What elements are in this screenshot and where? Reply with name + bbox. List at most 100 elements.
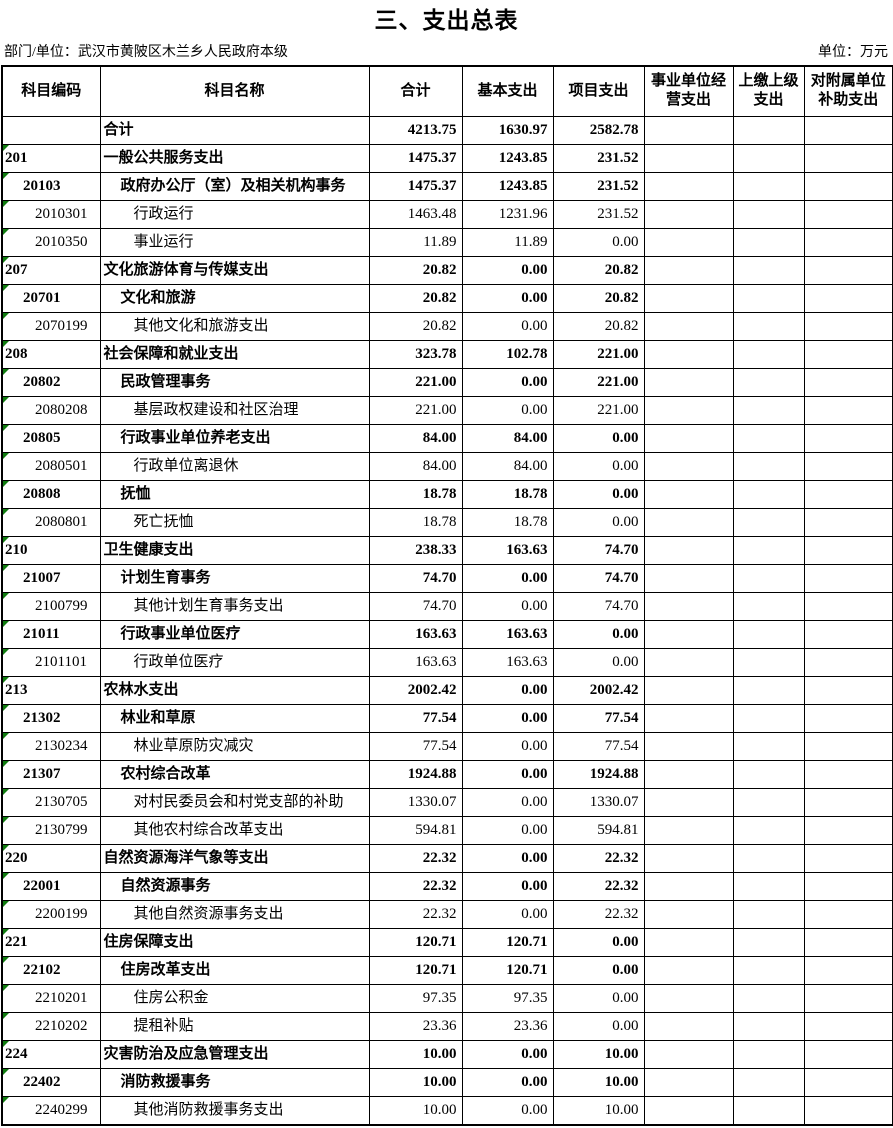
operating-expenditure-cell [643,843,734,873]
project-expenditure-cell: 221.00 [552,367,645,397]
error-indicator-triangle-icon [3,733,9,739]
total-cell: 22.32 [368,871,463,901]
upper-level-expenditure-cell [732,1095,805,1125]
total-cell: 10.00 [368,1095,463,1125]
subject-code-cell: 20103 [1,171,101,201]
subject-code-text: 2080501 [35,457,88,474]
subject-code-text: 2080208 [35,401,88,418]
upper-level-expenditure-cell [732,647,805,677]
basic-expenditure-cell: 0.00 [461,759,554,789]
subsidiary-subsidy-cell [803,311,893,341]
total-cell: 22.32 [368,899,463,929]
total-cell: 1330.07 [368,787,463,817]
subject-name-cell: 自然资源事务 [99,871,370,901]
subject-name-cell: 林业和草原 [99,703,370,733]
subject-code-cell: 22001 [1,871,101,901]
operating-expenditure-cell [643,675,734,705]
operating-expenditure-cell [643,787,734,817]
table-row: 224 灾害防治及应急管理支出 10.00 0.00 10.00 [1,1039,893,1069]
upper-level-expenditure-cell [732,227,805,257]
upper-level-expenditure-cell [732,675,805,705]
subject-name-cell: 对村民委员会和村党支部的补助 [99,787,370,817]
table-row: 21302 林业和草原 77.54 0.00 77.54 [1,703,893,733]
subject-code-text: 2010301 [35,205,88,222]
error-indicator-triangle-icon [3,1069,9,1075]
operating-expenditure-cell [643,731,734,761]
total-cell: 10.00 [368,1039,463,1069]
operating-expenditure-cell [643,703,734,733]
table-row: 2101101 行政单位医疗 163.63 163.63 0.00 [1,647,893,677]
error-indicator-triangle-icon [3,761,9,767]
error-indicator-triangle-icon [3,313,9,319]
upper-level-expenditure-cell [732,143,805,173]
table-row: 22102 住房改革支出 120.71 120.71 0.00 [1,955,893,985]
error-indicator-triangle-icon [3,985,9,991]
table-row: 21011 行政事业单位医疗 163.63 163.63 0.00 [1,619,893,649]
error-indicator-triangle-icon [3,201,9,207]
project-expenditure-cell: 10.00 [552,1067,645,1097]
subsidiary-subsidy-cell [803,423,893,453]
total-cell: 18.78 [368,479,463,509]
error-indicator-triangle-icon [3,873,9,879]
table-row: 20103 政府办公厅（室）及相关机构事务 1475.37 1243.85 231.52 [1,171,893,201]
basic-expenditure-cell: 1231.96 [461,199,554,229]
subsidiary-subsidy-cell [803,115,893,145]
subject-name-cell: 农村综合改革 [99,759,370,789]
table-row: 221 住房保障支出 120.71 120.71 0.00 [1,927,893,957]
operating-expenditure-cell [643,143,734,173]
subsidiary-subsidy-cell [803,955,893,985]
subject-code-text: 2101101 [35,653,87,670]
subject-code-cell: 2080208 [1,395,101,425]
total-cell: 11.89 [368,227,463,257]
subsidiary-subsidy-cell [803,451,893,481]
error-indicator-triangle-icon [3,257,9,263]
operating-expenditure-cell [643,1095,734,1125]
subsidiary-subsidy-cell [803,675,893,705]
project-expenditure-cell: 594.81 [552,815,645,845]
subsidiary-subsidy-cell [803,535,893,565]
table-row: 2080501 行政单位离退休 84.00 84.00 0.00 [1,451,893,481]
project-expenditure-cell: 2582.78 [552,115,645,145]
subject-name-cell: 文化和旅游 [99,283,370,313]
upper-level-expenditure-cell [732,1011,805,1041]
upper-level-expenditure-cell [732,479,805,509]
operating-expenditure-cell [643,563,734,593]
subject-code-cell: 2010350 [1,227,101,257]
subject-name-cell: 农林水支出 [99,675,370,705]
table-row: 2210202 提租补贴 23.36 23.36 0.00 [1,1011,893,1041]
error-indicator-triangle-icon [3,845,9,851]
subsidiary-subsidy-cell [803,367,893,397]
basic-expenditure-cell: 0.00 [461,1067,554,1097]
total-cell: 84.00 [368,423,463,453]
total-cell: 120.71 [368,955,463,985]
operating-expenditure-cell [643,507,734,537]
operating-expenditure-cell [643,955,734,985]
subject-code-cell: 2080501 [1,451,101,481]
basic-expenditure-cell: 0.00 [461,591,554,621]
subject-code-text: 2080801 [35,513,88,530]
error-indicator-triangle-icon [3,397,9,403]
subject-code-cell: 21011 [1,619,101,649]
project-expenditure-cell: 0.00 [552,927,645,957]
subject-name-cell: 消防救援事务 [99,1067,370,1097]
upper-level-expenditure-cell [732,311,805,341]
table-row: 22402 消防救援事务 10.00 0.00 10.00 [1,1067,893,1097]
subject-name-cell: 行政单位医疗 [99,647,370,677]
subject-code-text: 21307 [23,765,61,782]
subject-name-cell: 自然资源海洋气象等支出 [99,843,370,873]
basic-expenditure-cell: 18.78 [461,479,554,509]
table-row: 201 一般公共服务支出 1475.37 1243.85 231.52 [1,143,893,173]
subject-code-text: 20808 [23,485,61,502]
operating-expenditure-cell [643,283,734,313]
table-row: 2010350 事业运行 11.89 11.89 0.00 [1,227,893,257]
total-cell: 77.54 [368,703,463,733]
total-cell: 84.00 [368,451,463,481]
operating-expenditure-cell [643,199,734,229]
error-indicator-triangle-icon [3,1096,9,1103]
column-header-subject-code: 科目编码 [1,65,101,117]
subject-name-cell: 死亡抚恤 [99,507,370,537]
basic-expenditure-cell: 0.00 [461,311,554,341]
subject-code-cell: 213 [1,675,101,705]
subject-code-cell: 2210201 [1,983,101,1013]
